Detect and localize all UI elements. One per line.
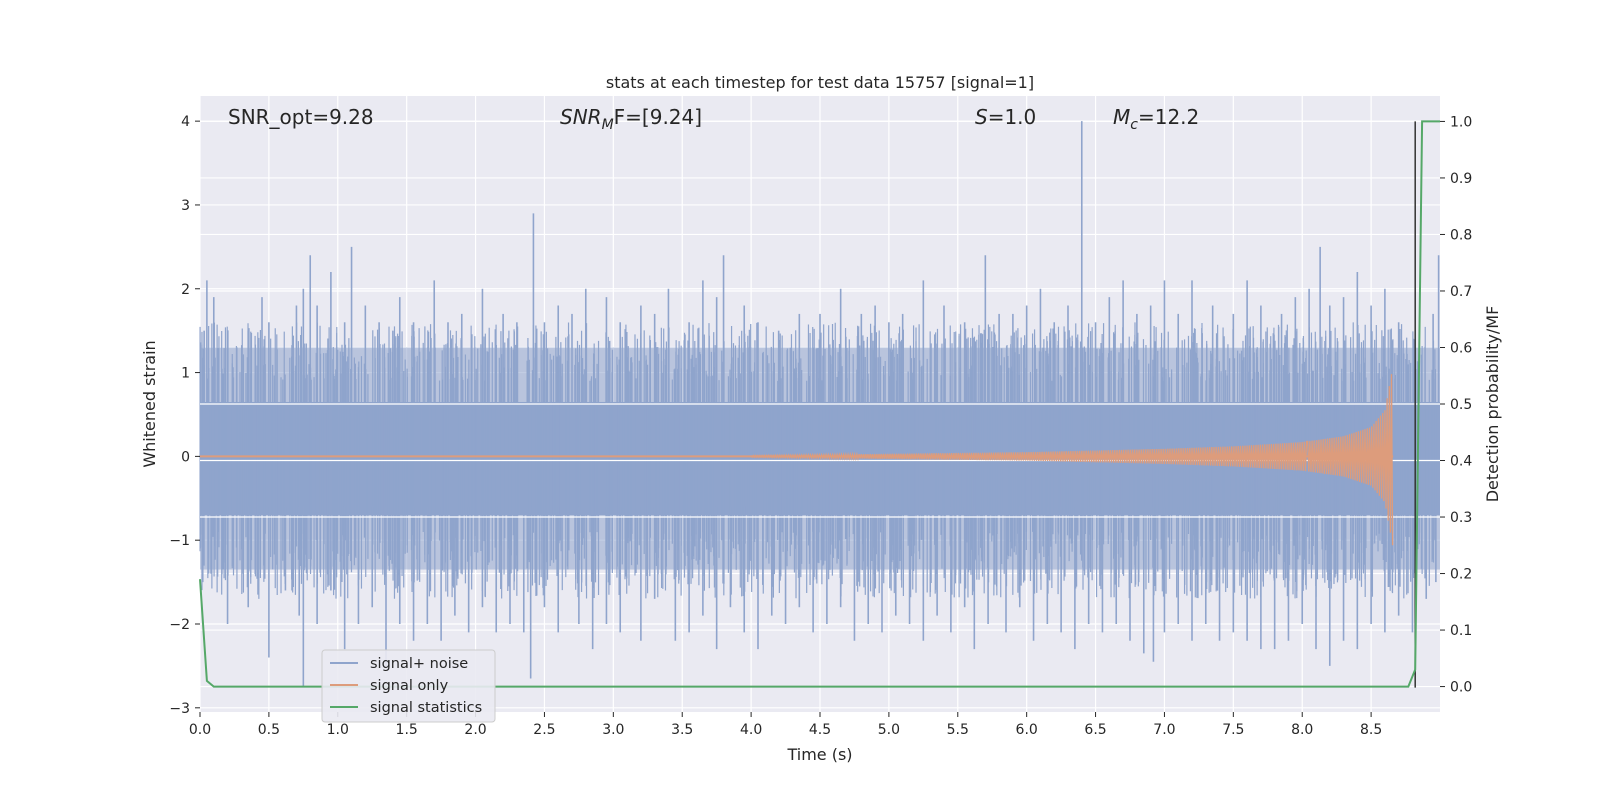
x-tick-label: 2.0	[464, 722, 486, 738]
x-tick-label: 1.5	[396, 722, 418, 738]
legend-box	[321, 649, 496, 723]
annotation-s: S=1.0	[975, 105, 1036, 129]
y-right-tick-label: 0.4	[1450, 454, 1472, 470]
annotation-mc: Mc=12.2	[1113, 105, 1199, 133]
y-left-axis-ticks: 4 3 2 1 0 −1 −2 −3	[169, 114, 200, 717]
y-left-tick-label: 3	[181, 198, 190, 214]
y-left-tick-label: 1	[181, 366, 190, 382]
x-tick-label: 8.5	[1360, 722, 1382, 738]
signal-only-series	[200, 374, 1394, 546]
y-right-tick-label: 0.7	[1450, 284, 1472, 300]
y-right-tick-label: 0.1	[1450, 623, 1472, 639]
mc-sub: c	[1130, 117, 1138, 133]
y-left-tick-label: −1	[169, 533, 190, 549]
s-italic: S	[975, 105, 988, 129]
annotation-snr-opt: SNR_opt=9.28	[228, 105, 374, 129]
legend-label-signal-only: signal only	[370, 678, 449, 694]
y-right-tick-label: 0.6	[1450, 340, 1472, 356]
y-right-axis-ticks: 1.0 0.9 0.8 0.7 0.6 0.5 0.4 0.3 0.2 0.1 0.0	[1440, 114, 1472, 696]
y-right-tick-label: 0.5	[1450, 397, 1472, 413]
snr-mf-sub: M	[602, 117, 614, 133]
signal-chirp	[750, 374, 1394, 546]
chart-title: stats at each timestep for test data 157…	[606, 73, 1034, 92]
signal-noise-series	[199, 121, 1440, 687]
x-tick-label: 7.0	[1153, 722, 1175, 738]
y-right-tick-label: 1.0	[1450, 114, 1472, 130]
y-left-axis-label: Whitened strain	[140, 340, 159, 467]
annotation-snr-mf: SNRMF=[9.24]	[560, 105, 702, 133]
x-tick-label: 6.0	[1016, 722, 1038, 738]
x-tick-label: 2.5	[533, 722, 555, 738]
legend-label-signal-noise: signal+ noise	[370, 656, 468, 672]
y-right-tick-label: 0.9	[1450, 171, 1472, 187]
x-tick-label: 4.5	[809, 722, 831, 738]
y-left-tick-label: −2	[169, 617, 190, 633]
snr-mf-rest: F=[9.24]	[614, 105, 702, 129]
y-right-tick-label: 0.3	[1450, 510, 1472, 526]
y-right-tick-label: 0.8	[1450, 227, 1472, 243]
x-tick-label: 5.5	[947, 722, 969, 738]
x-tick-label: 3.0	[602, 722, 624, 738]
y-right-tick-label: 0.2	[1450, 567, 1472, 583]
x-tick-label: 0.0	[189, 722, 211, 738]
y-left-tick-label: 0	[181, 449, 190, 465]
x-axis-ticks: 0.0 0.5 1.0 1.5 2.0 2.5 3.0 3.5 4.0 4.5 5.0 5.5 6.0 6…	[189, 712, 1382, 738]
plot-area	[199, 120, 1440, 688]
x-axis-label: Time (s)	[786, 745, 852, 764]
x-tick-label: 8.0	[1291, 722, 1313, 738]
legend: signal+ noise signal only signal statist…	[321, 649, 496, 723]
y-left-tick-label: −3	[169, 701, 190, 717]
y-right-tick-label: 0.0	[1450, 680, 1472, 696]
s-value: =1.0	[988, 105, 1037, 129]
snr-mf-base: SNR	[560, 105, 602, 129]
mc-value: =12.2	[1138, 105, 1199, 129]
x-tick-label: 6.5	[1084, 722, 1106, 738]
y-left-tick-label: 2	[181, 282, 190, 298]
signal-statistics-series	[199, 120, 1440, 688]
x-tick-label: 3.5	[671, 722, 693, 738]
mc-base: M	[1113, 105, 1130, 129]
x-tick-label: 4.0	[740, 722, 762, 738]
y-left-tick-label: 4	[181, 114, 190, 130]
y-right-axis-label: Detection probability/MF	[1483, 306, 1502, 503]
legend-label-signal-statistics: signal statistics	[370, 700, 482, 716]
x-tick-label: 0.5	[258, 722, 280, 738]
x-tick-label: 5.0	[878, 722, 900, 738]
x-tick-label: 1.0	[327, 722, 349, 738]
x-tick-label: 7.5	[1222, 722, 1244, 738]
